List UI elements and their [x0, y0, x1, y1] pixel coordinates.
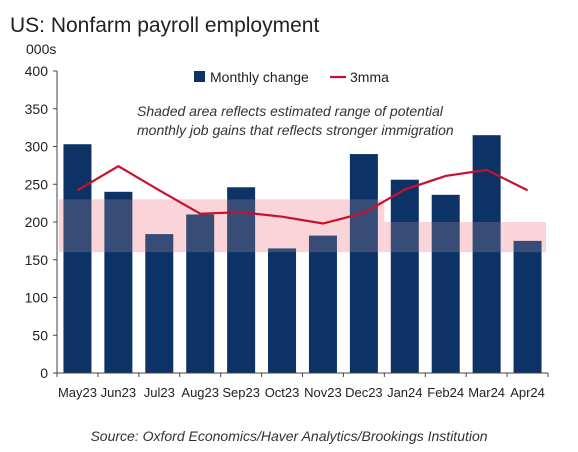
legend-label-monthly-change: Monthly change	[210, 69, 309, 85]
bar	[63, 144, 92, 373]
y-tick-label: 400	[25, 63, 49, 79]
bar	[390, 179, 419, 373]
y-tick-label: 50	[32, 327, 48, 343]
bar	[513, 240, 542, 373]
bar	[349, 154, 378, 373]
annotation-line: Shaded area reflects estimated range of …	[137, 103, 444, 119]
y-tick-label: 250	[25, 176, 49, 192]
legend-label-3mma: 3mma	[350, 69, 389, 85]
bar	[227, 187, 256, 373]
shaded-range-overlay	[384, 222, 546, 253]
bar	[186, 214, 215, 373]
chart-source: Source: Oxford Economics/Haver Analytics…	[90, 428, 488, 444]
y-tick-label: 300	[25, 139, 49, 155]
y-axis-label: 000s	[26, 41, 56, 57]
legend-swatch-monthly-change	[194, 71, 205, 82]
x-tick-label: Nov23	[304, 385, 342, 400]
y-tick-label: 0	[40, 365, 48, 381]
x-tick-label: Jan24	[387, 385, 422, 400]
bar	[145, 234, 174, 373]
annotation-line: monthly job gains that reflects stronger…	[137, 122, 454, 138]
series-line-3mma	[76, 164, 529, 225]
y-tick-label: 100	[25, 290, 49, 306]
y-tick-label: 350	[25, 101, 49, 117]
bar	[431, 194, 460, 373]
y-tick-label: 150	[25, 252, 49, 268]
x-tick-label: Sep23	[222, 385, 260, 400]
bar	[104, 191, 133, 373]
x-tick-label: Dec23	[345, 385, 383, 400]
y-tick-label: 200	[25, 214, 49, 230]
shaded-range-overlay	[59, 199, 385, 253]
bar	[268, 248, 297, 373]
bar	[308, 235, 337, 373]
x-tick-label: Feb24	[427, 385, 464, 400]
x-tick-label: Jun23	[101, 385, 136, 400]
x-tick-label: Apr24	[510, 385, 545, 400]
x-tick-label: Jul23	[144, 385, 175, 400]
x-tick-label: Oct23	[265, 385, 300, 400]
x-tick-label: Mar24	[468, 385, 505, 400]
x-tick-label: May23	[58, 385, 97, 400]
x-tick-label: Aug23	[181, 385, 219, 400]
chart-title: US: Nonfarm payroll employment	[10, 14, 320, 37]
